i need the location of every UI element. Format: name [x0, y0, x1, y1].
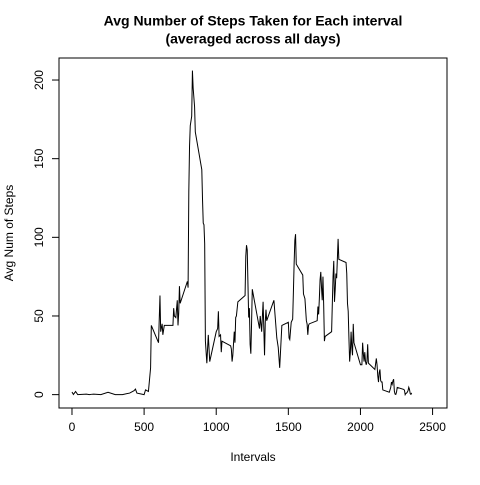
- y-tick-label: 0: [32, 391, 46, 398]
- y-tick-label: 100: [32, 227, 46, 247]
- plot-box: [58, 57, 448, 409]
- x-tick-label: 0: [69, 420, 76, 434]
- x-tick-label: 2000: [347, 420, 374, 434]
- y-tick-label: 150: [32, 148, 46, 168]
- y-tick-label: 50: [32, 309, 46, 323]
- y-tick-label: 200: [32, 70, 46, 90]
- chart-subtitle: (averaged across all days): [165, 31, 340, 47]
- x-tick-label: 500: [134, 420, 154, 434]
- x-tick-label: 2500: [419, 420, 446, 434]
- x-axis-label: Intervals: [230, 450, 275, 464]
- x-tick-label: 1500: [275, 420, 302, 434]
- data-line: [71, 70, 413, 397]
- chart-title: Avg Number of Steps Taken for Each inter…: [104, 13, 403, 29]
- y-axis-label: Avg Num of Steps: [2, 185, 16, 282]
- x-tick-label: 1000: [203, 420, 230, 434]
